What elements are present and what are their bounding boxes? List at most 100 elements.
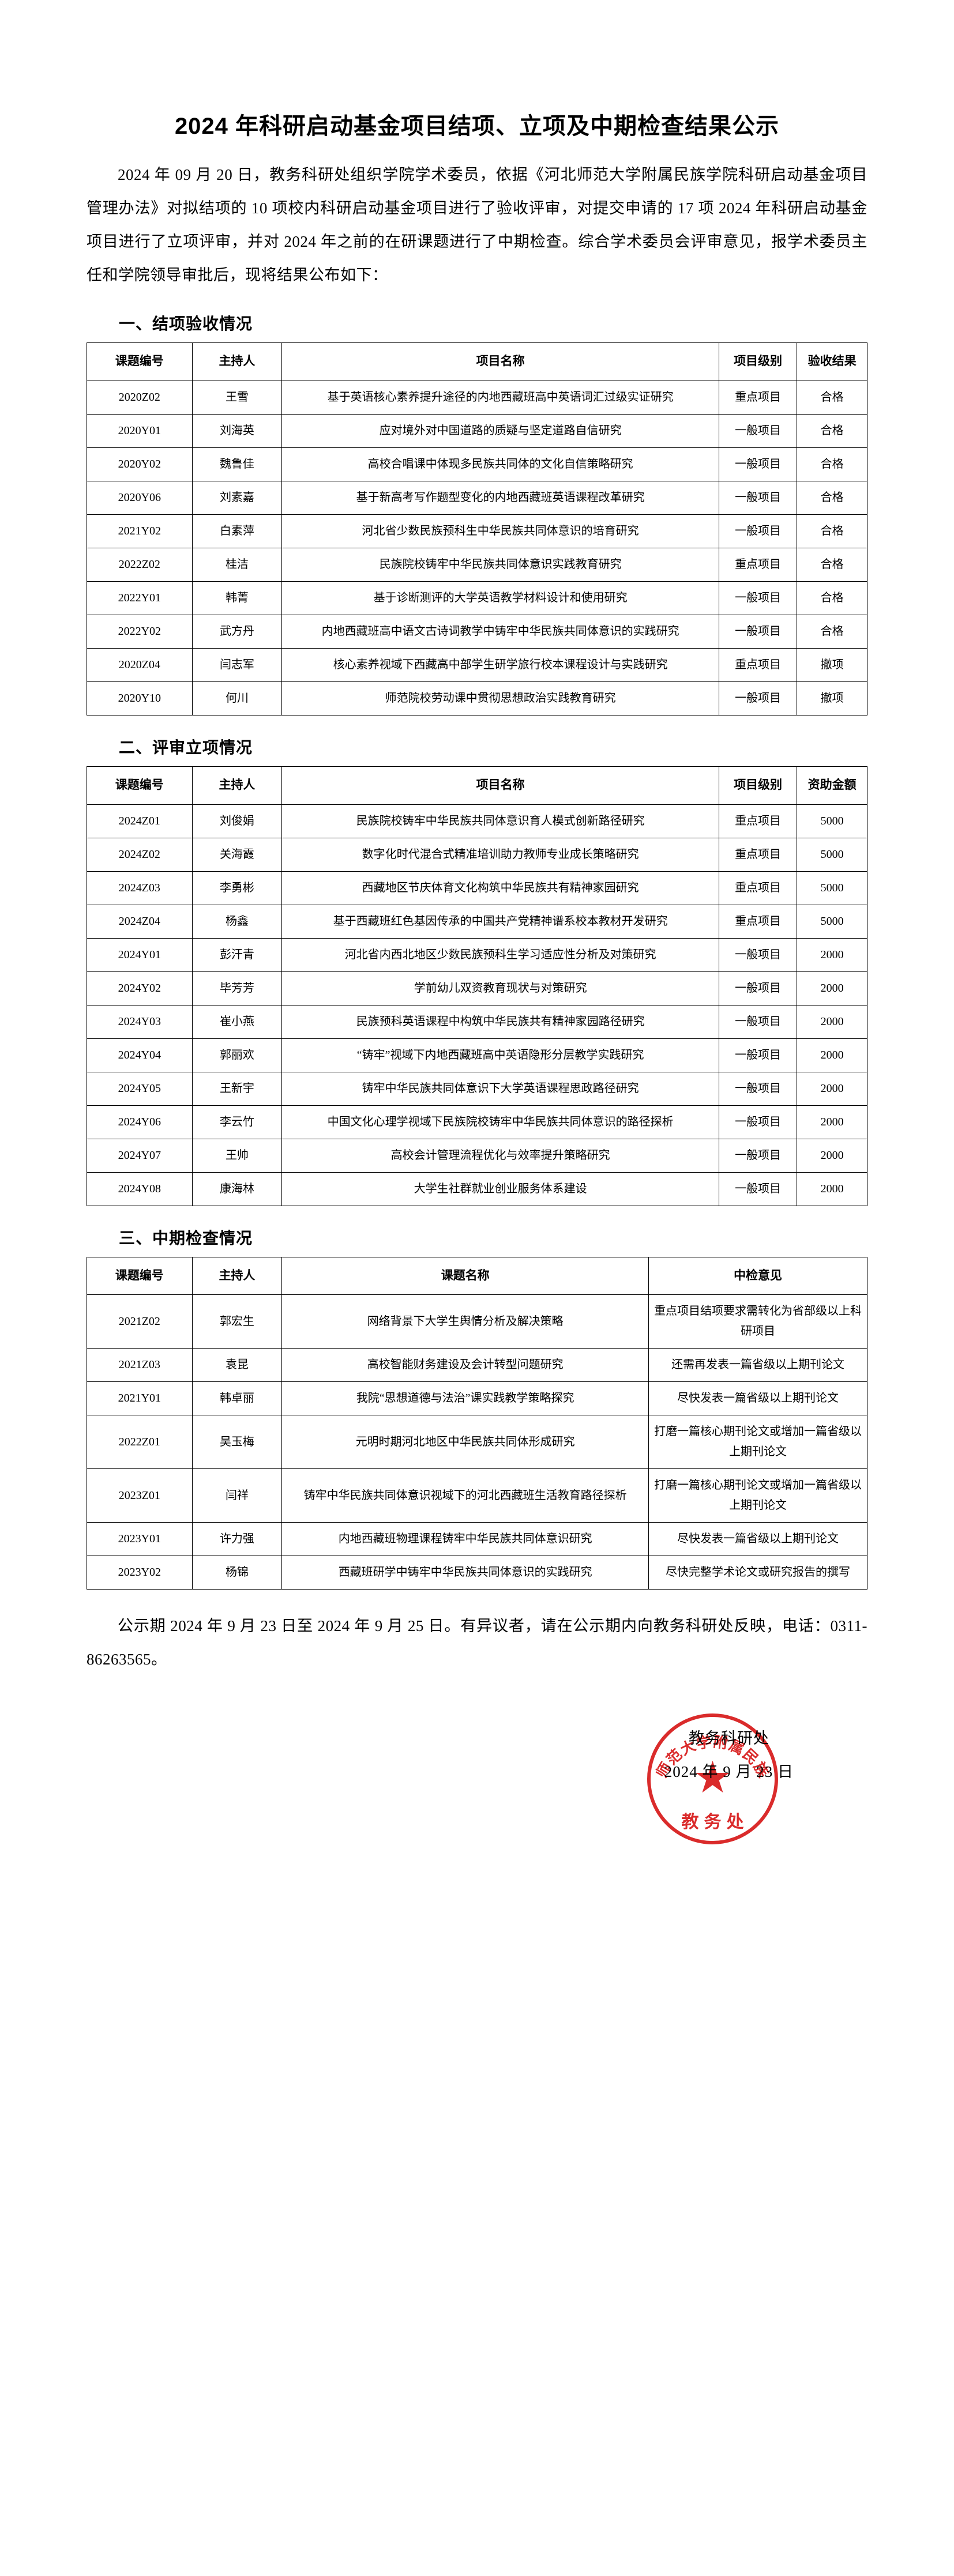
cell-project-code: 2020Y06 [87, 480, 193, 515]
cell-leader: 韩菁 [191, 581, 283, 615]
table-completion-acceptance: 课题编号 主持人 项目名称 项目级别 验收结果 2020Z02 王雪 基于英语核心素… [87, 342, 867, 715]
cell-midterm-opinion: 还需再发表一篇省级以上期刊论文 [648, 1348, 867, 1383]
cell-project-level: 一般项目 [718, 1004, 798, 1039]
cell-project-name: 西藏地区节庆体育文化构筑中华民族共有精神家园研究 [281, 871, 719, 905]
cell-midterm-opinion: 尽快发表一篇省级以上期刊论文 [648, 1522, 867, 1557]
column-header-project-name: 项目名称 [281, 342, 719, 381]
cell-project-name: 学前幼儿双资教育现状与对策研究 [281, 971, 719, 1005]
column-header-project-level: 项目级别 [718, 766, 798, 805]
cell-midterm-opinion: 尽快发表一篇省级以上期刊论文 [648, 1381, 867, 1416]
official-seal-icon: 河北师范大学附属民族学院 ★ 教务处 [647, 1713, 778, 1844]
column-header-project-code: 课题编号 [87, 342, 193, 381]
cell-project-code: 2023Y02 [87, 1556, 193, 1590]
cell-project-level: 一般项目 [718, 971, 798, 1005]
cell-acceptance-result: 撤项 [797, 647, 867, 682]
cell-acceptance-result: 合格 [797, 514, 867, 548]
cell-project-level: 一般项目 [718, 480, 798, 515]
table-row: 2020Y10 何川 师范院校劳动课中贯彻思想政治实践教育研究 一般项目 撤项 [87, 681, 867, 715]
cell-project-level: 一般项目 [718, 1105, 798, 1139]
cell-funding-amount: 2000 [797, 1172, 867, 1206]
cell-leader: 吴玉梅 [191, 1415, 283, 1470]
cell-project-code: 2024Z04 [87, 904, 193, 939]
cell-leader: 杨鑫 [191, 904, 283, 939]
cell-leader: 郭丽欢 [191, 1038, 283, 1072]
cell-project-name: 中国文化心理学视域下民族院校铸牢中华民族共同体意识的路径探析 [281, 1105, 719, 1139]
cell-project-code: 2024Z03 [87, 871, 193, 905]
cell-leader: 刘俊娟 [191, 804, 283, 838]
cell-project-level: 重点项目 [718, 871, 798, 905]
cell-project-code: 2024Y01 [87, 937, 193, 972]
cell-project-level: 一般项目 [718, 514, 798, 548]
cell-project-code: 2024Z02 [87, 837, 193, 872]
cell-topic-name: 西藏班研学中铸牢中华民族共同体意识的实践研究 [281, 1556, 649, 1590]
table-row: 2022Z01 吴玉梅 元明时期河北地区中华民族共同体形成研究 打磨一篇核心期刊论文或… [87, 1415, 867, 1470]
table-row: 2024Z03 李勇彬 西藏地区节庆体育文化构筑中华民族共有精神家园研究 重点项目 50… [87, 871, 867, 905]
cell-project-name: 大学生社群就业创业服务体系建设 [281, 1172, 719, 1206]
table-row: 2021Z02 郭宏生 网络背景下大学生舆情分析及解决策略 重点项目结项要求需转化为省… [87, 1294, 867, 1349]
signature-department: 教务科研处 [688, 1729, 769, 1747]
cell-funding-amount: 2000 [797, 1138, 867, 1173]
seal-bottom-label: 教务处 [681, 1812, 749, 1832]
cell-leader: 韩卓丽 [191, 1381, 283, 1416]
table-row: 2021Y02 白素萍 河北省少数民族预科生中华民族共同体意识的培育研究 一般项目 合格 [87, 514, 867, 548]
signature-date: 2024 年 9 月 23 日 [664, 1762, 794, 1780]
cell-project-name: 高校合唱课中体现多民族共同体的文化自信策略研究 [281, 447, 719, 481]
cell-leader: 王新宇 [191, 1071, 283, 1106]
signature-block: 河北师范大学附属民族学院 ★ 教务处 教务科研处 2024 年 9 月 23 日 [87, 1707, 867, 1844]
cell-funding-amount: 2000 [797, 1071, 867, 1106]
cell-project-level: 重点项目 [718, 837, 798, 872]
column-header-topic-name: 课题名称 [281, 1256, 649, 1295]
cell-project-level: 重点项目 [718, 904, 798, 939]
cell-project-level: 一般项目 [718, 581, 798, 615]
intro-paragraph: 2024 年 09 月 20 日，教务科研处组织学院学术委员，依据《河北师范大学… [87, 166, 867, 284]
table-row: 2021Y01 韩卓丽 我院“思想道德与法治”课实践教学策略探究 尽快发表一篇省级以上… [87, 1381, 867, 1416]
cell-leader: 闫祥 [191, 1468, 283, 1523]
table-row: 2022Z02 桂洁 民族院校铸牢中华民族共同体意识实践教育研究 重点项目 合格 [87, 547, 867, 582]
cell-project-level: 一般项目 [718, 413, 798, 448]
cell-project-code: 2021Z03 [87, 1348, 193, 1383]
table-row: 2020Y06 刘素嘉 基于新高考写作题型变化的内地西藏班英语课程改革研究 一般项目合… [87, 480, 867, 515]
cell-leader: 刘海英 [191, 413, 283, 448]
table-row: 2024Y03 崔小燕 民族预科英语课程中构筑中华民族共有精神家园路径研究 一般项目 2… [87, 1004, 867, 1039]
cell-project-level: 重点项目 [718, 647, 798, 682]
cell-funding-amount: 2000 [797, 1105, 867, 1139]
cell-project-level: 重点项目 [718, 804, 798, 838]
column-header-project-level: 项目级别 [718, 342, 798, 381]
cell-leader: 王雪 [191, 380, 283, 415]
column-header-project-code: 课题编号 [87, 1256, 193, 1295]
cell-project-level: 一般项目 [718, 1038, 798, 1072]
cell-project-code: 2021Y02 [87, 514, 193, 548]
table-row: 2023Y02 杨锦 西藏班研学中铸牢中华民族共同体意识的实践研究 尽快完整学术论文或… [87, 1556, 867, 1590]
table-row: 2021Z03 袁昆 高校智能财务建设及会计转型问题研究 还需再发表一篇省级以上期刊论… [87, 1348, 867, 1383]
cell-project-code: 2020Y01 [87, 413, 193, 448]
cell-project-code: 2023Z01 [87, 1468, 193, 1523]
cell-project-level: 一般项目 [718, 937, 798, 972]
cell-project-name: 基于诊断测评的大学英语教学材料设计和使用研究 [281, 581, 719, 615]
table-row: 2024Y02 毕芳芳 学前幼儿双资教育现状与对策研究 一般项目 2000 [87, 971, 867, 1005]
table-row: 2024Z04 杨鑫 基于西藏班红色基因传承的中国共产党精神谱系校本教材开发研究 重点… [87, 904, 867, 939]
column-header-funding-amount: 资助金额 [797, 766, 867, 805]
cell-project-name: 基于西藏班红色基因传承的中国共产党精神谱系校本教材开发研究 [281, 904, 719, 939]
cell-leader: 袁昆 [191, 1348, 283, 1383]
cell-project-code: 2024Z01 [87, 804, 193, 838]
cell-project-code: 2020Z04 [87, 647, 193, 682]
cell-project-level: 一般项目 [718, 1172, 798, 1206]
cell-project-code: 2022Z02 [87, 547, 193, 582]
cell-leader: 刘素嘉 [191, 480, 283, 515]
cell-project-level: 一般项目 [718, 1071, 798, 1106]
table-row: 2020Z04 闫志军 核心素养视域下西藏高中部学生研学旅行校本课程设计与实践研究重… [87, 647, 867, 682]
cell-project-name: 数字化时代混合式精准培训助力教师专业成长策略研究 [281, 837, 719, 872]
closing-paragraph: 公示期 2024 年 9 月 23 日至 2024 年 9 月 25 日。有异议… [87, 1617, 867, 1669]
cell-leader: 李勇彬 [191, 871, 283, 905]
cell-acceptance-result: 合格 [797, 581, 867, 615]
cell-project-code: 2024Y03 [87, 1004, 193, 1039]
table-row: 2024Y08 康海林 大学生社群就业创业服务体系建设 一般项目 2000 [87, 1172, 867, 1206]
cell-project-code: 2024Y06 [87, 1105, 193, 1139]
seal-star-glyph: ★ [694, 1759, 731, 1799]
table-row: 2024Z02 关海霞 数字化时代混合式精准培训助力教师专业成长策略研究 重点项目 50… [87, 837, 867, 872]
cell-leader: 许力强 [191, 1522, 283, 1557]
cell-leader: 康海林 [191, 1172, 283, 1206]
cell-project-level: 重点项目 [718, 547, 798, 582]
table-approved-projects: 课题编号 主持人 项目名称 项目级别 资助金额 2024Z01 刘俊娟 民族院校铸牢… [87, 766, 867, 1206]
